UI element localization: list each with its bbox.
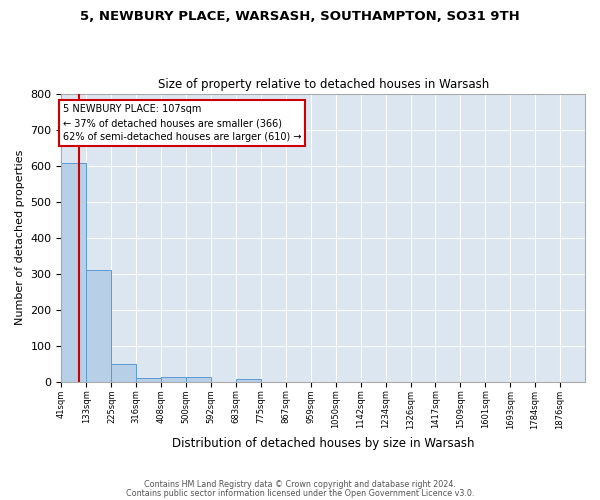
X-axis label: Distribution of detached houses by size in Warsash: Distribution of detached houses by size …: [172, 437, 475, 450]
Bar: [112, 364, 136, 382]
Text: Contains HM Land Registry data © Crown copyright and database right 2024.: Contains HM Land Registry data © Crown c…: [144, 480, 456, 489]
Bar: [61, 162, 86, 382]
Bar: [86, 270, 112, 382]
Text: Contains public sector information licensed under the Open Government Licence v3: Contains public sector information licen…: [126, 488, 474, 498]
Bar: [186, 376, 211, 382]
Text: 5 NEWBURY PLACE: 107sqm
← 37% of detached houses are smaller (366)
62% of semi-d: 5 NEWBURY PLACE: 107sqm ← 37% of detache…: [63, 104, 301, 142]
Title: Size of property relative to detached houses in Warsash: Size of property relative to detached ho…: [158, 78, 489, 91]
Bar: [161, 376, 186, 382]
Y-axis label: Number of detached properties: Number of detached properties: [15, 150, 25, 326]
Text: 5, NEWBURY PLACE, WARSASH, SOUTHAMPTON, SO31 9TH: 5, NEWBURY PLACE, WARSASH, SOUTHAMPTON, …: [80, 10, 520, 23]
Bar: [236, 380, 261, 382]
Bar: [136, 378, 161, 382]
